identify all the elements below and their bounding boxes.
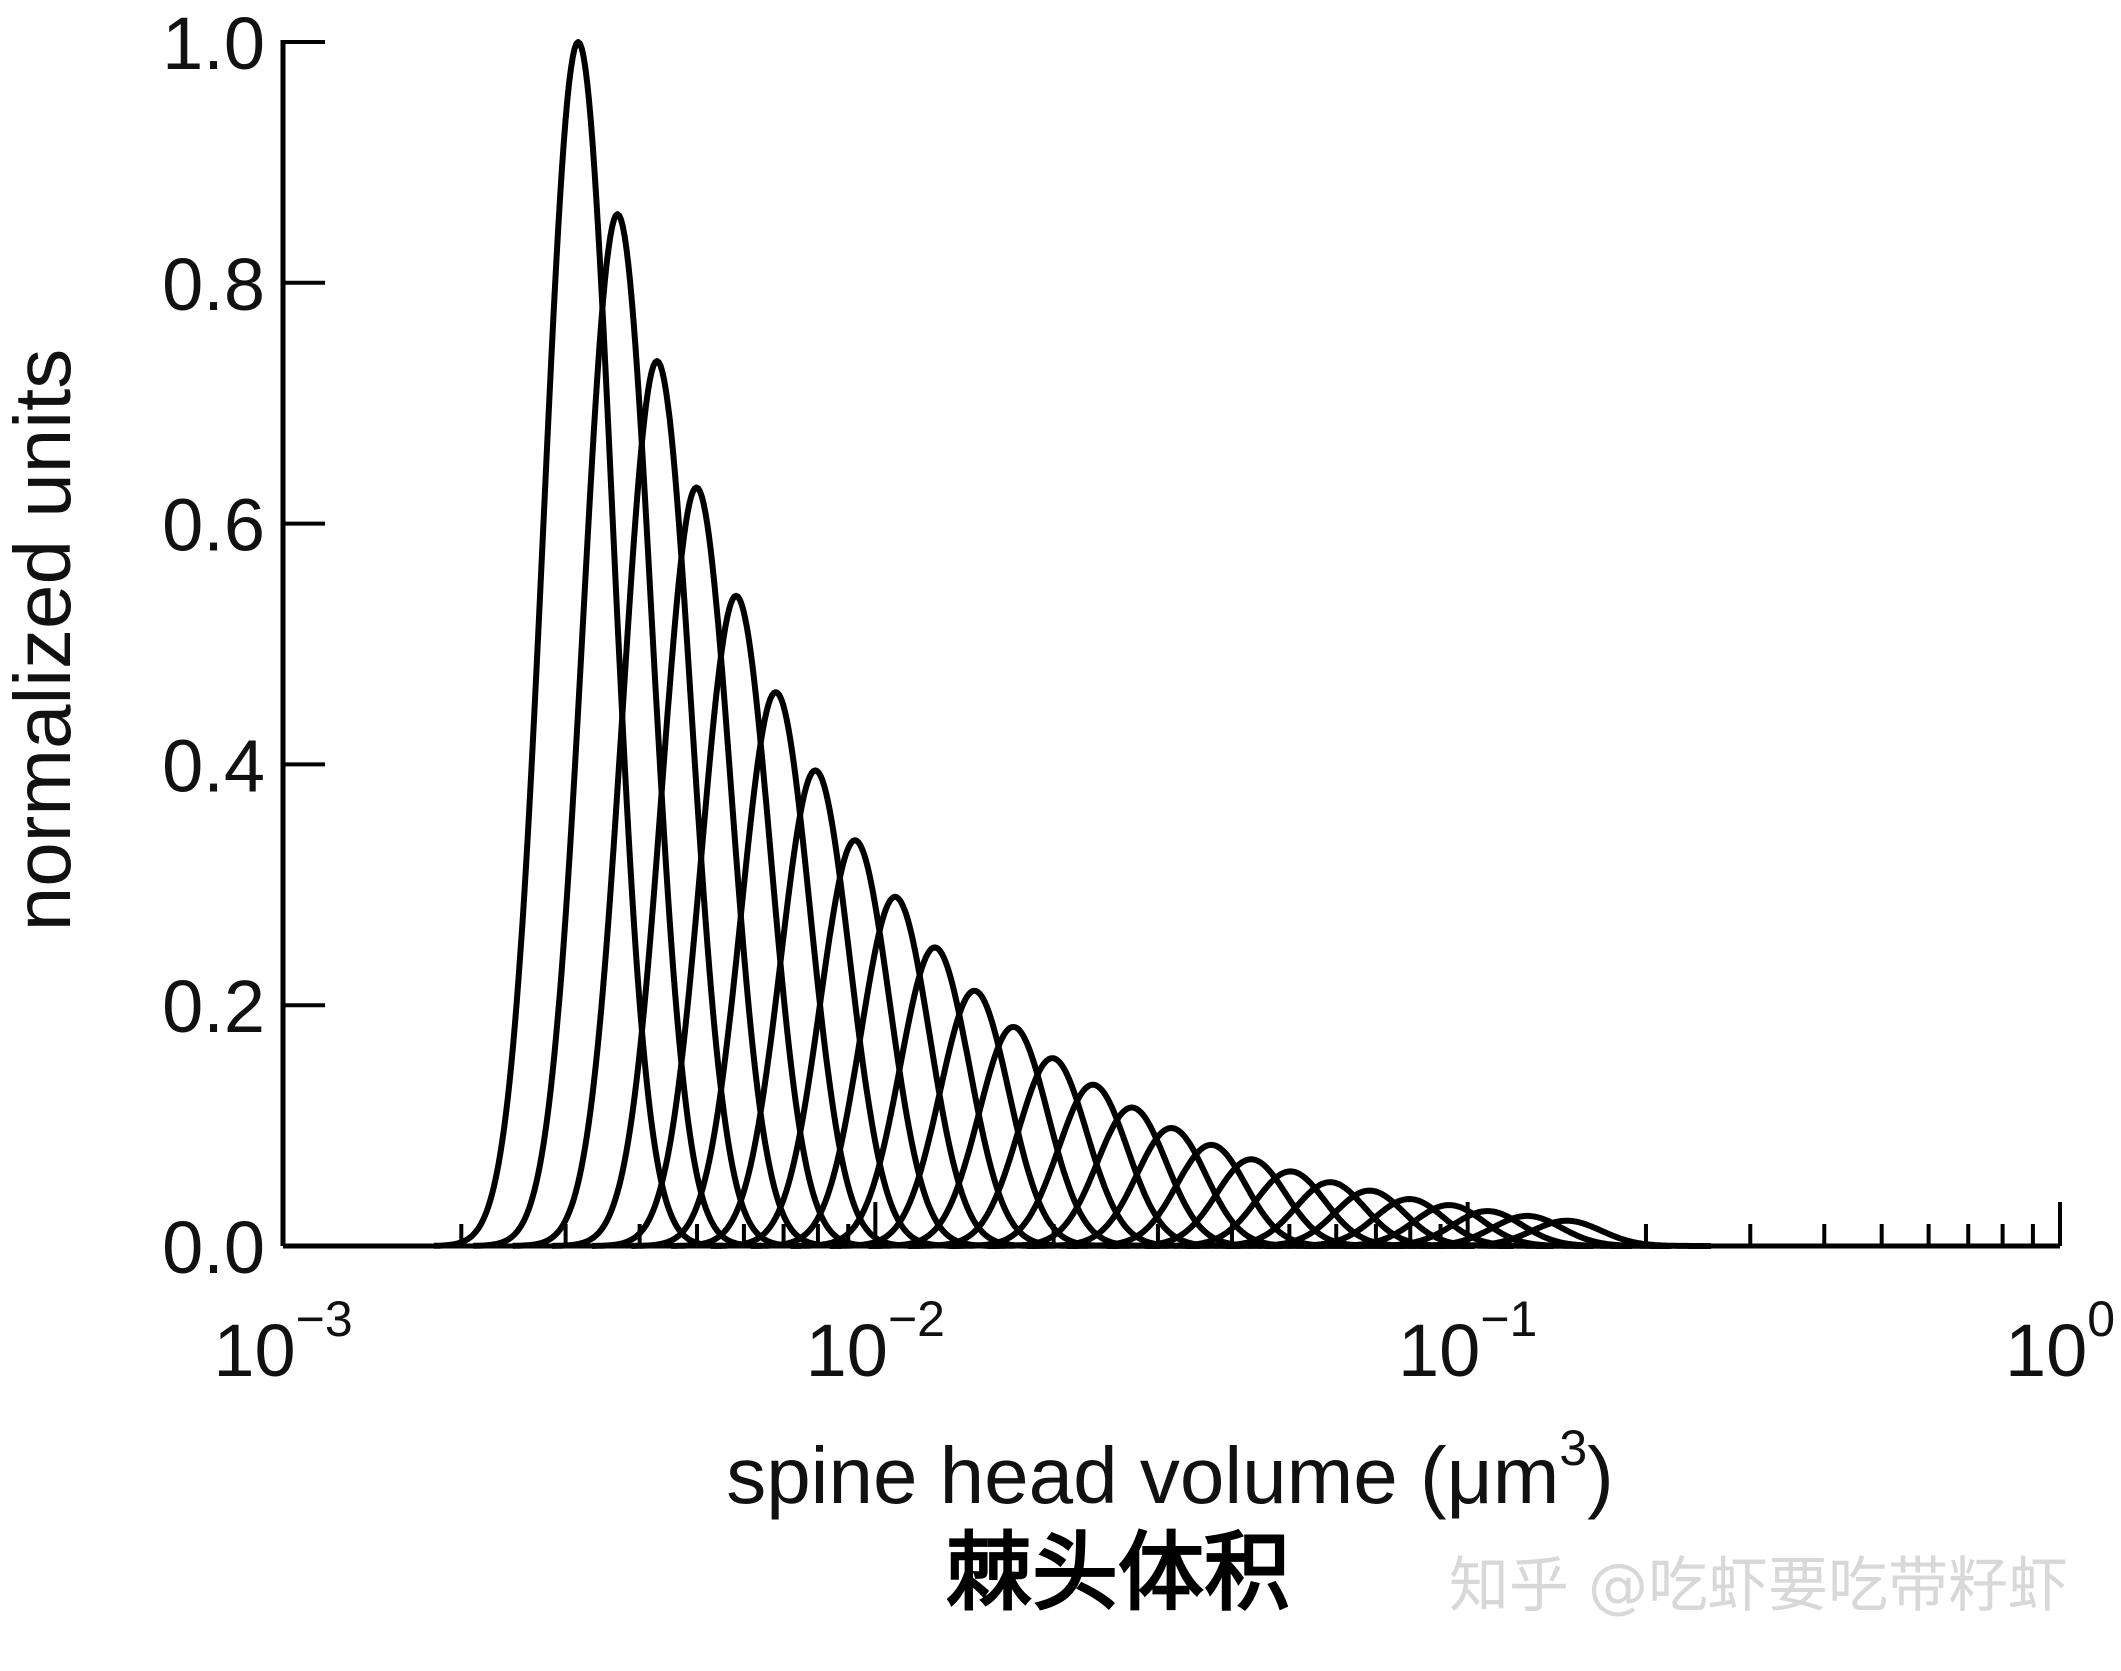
watermark: 知乎 @吃虾要吃带籽虾	[1449, 1551, 2068, 1621]
distribution-curve-4	[551, 484, 842, 1249]
y-tick-label: 0.2	[162, 965, 265, 1048]
y-tick-label: 0.6	[162, 484, 265, 567]
y-tick-label: 0.8	[162, 243, 265, 326]
distribution-curve-7	[669, 767, 961, 1249]
x-tick-label: 10−1	[1398, 1291, 1537, 1392]
figure-caption: 棘头体积	[946, 1523, 1290, 1623]
x-tick-label: 10−3	[213, 1291, 352, 1392]
distribution-curve-12	[867, 1023, 1159, 1249]
distribution-curve-8	[709, 837, 1001, 1249]
x-tick-label: 10−2	[806, 1291, 945, 1392]
distribution-curve-9	[749, 893, 1041, 1249]
y-tick-label: 0.4	[162, 724, 265, 807]
distribution-curve-10	[789, 944, 1081, 1249]
distribution-curve-2	[472, 211, 763, 1249]
tick-group: 0.0 0.2 0.4 0.6 0.8 1.0 10−3 10−2 10−1 100	[162, 2, 2115, 1392]
y-tick-label: 0.0	[162, 1206, 265, 1289]
axes-group	[280, 40, 2060, 1249]
curve-group	[432, 39, 1713, 1249]
label-group: normalized units spine head volume (μm3)…	[0, 349, 2068, 1623]
x-tick-label: 100	[2005, 1291, 2115, 1392]
distribution-curve-3	[511, 358, 803, 1249]
x-axis-label: spine head volume (μm3)	[726, 1420, 1614, 1520]
distribution-curve-6	[630, 689, 922, 1249]
y-tick-label: 1.0	[162, 2, 265, 85]
y-axis-label: normalized units	[0, 349, 87, 932]
distribution-curve-1	[432, 39, 724, 1249]
distribution-curve-11	[829, 987, 1120, 1249]
